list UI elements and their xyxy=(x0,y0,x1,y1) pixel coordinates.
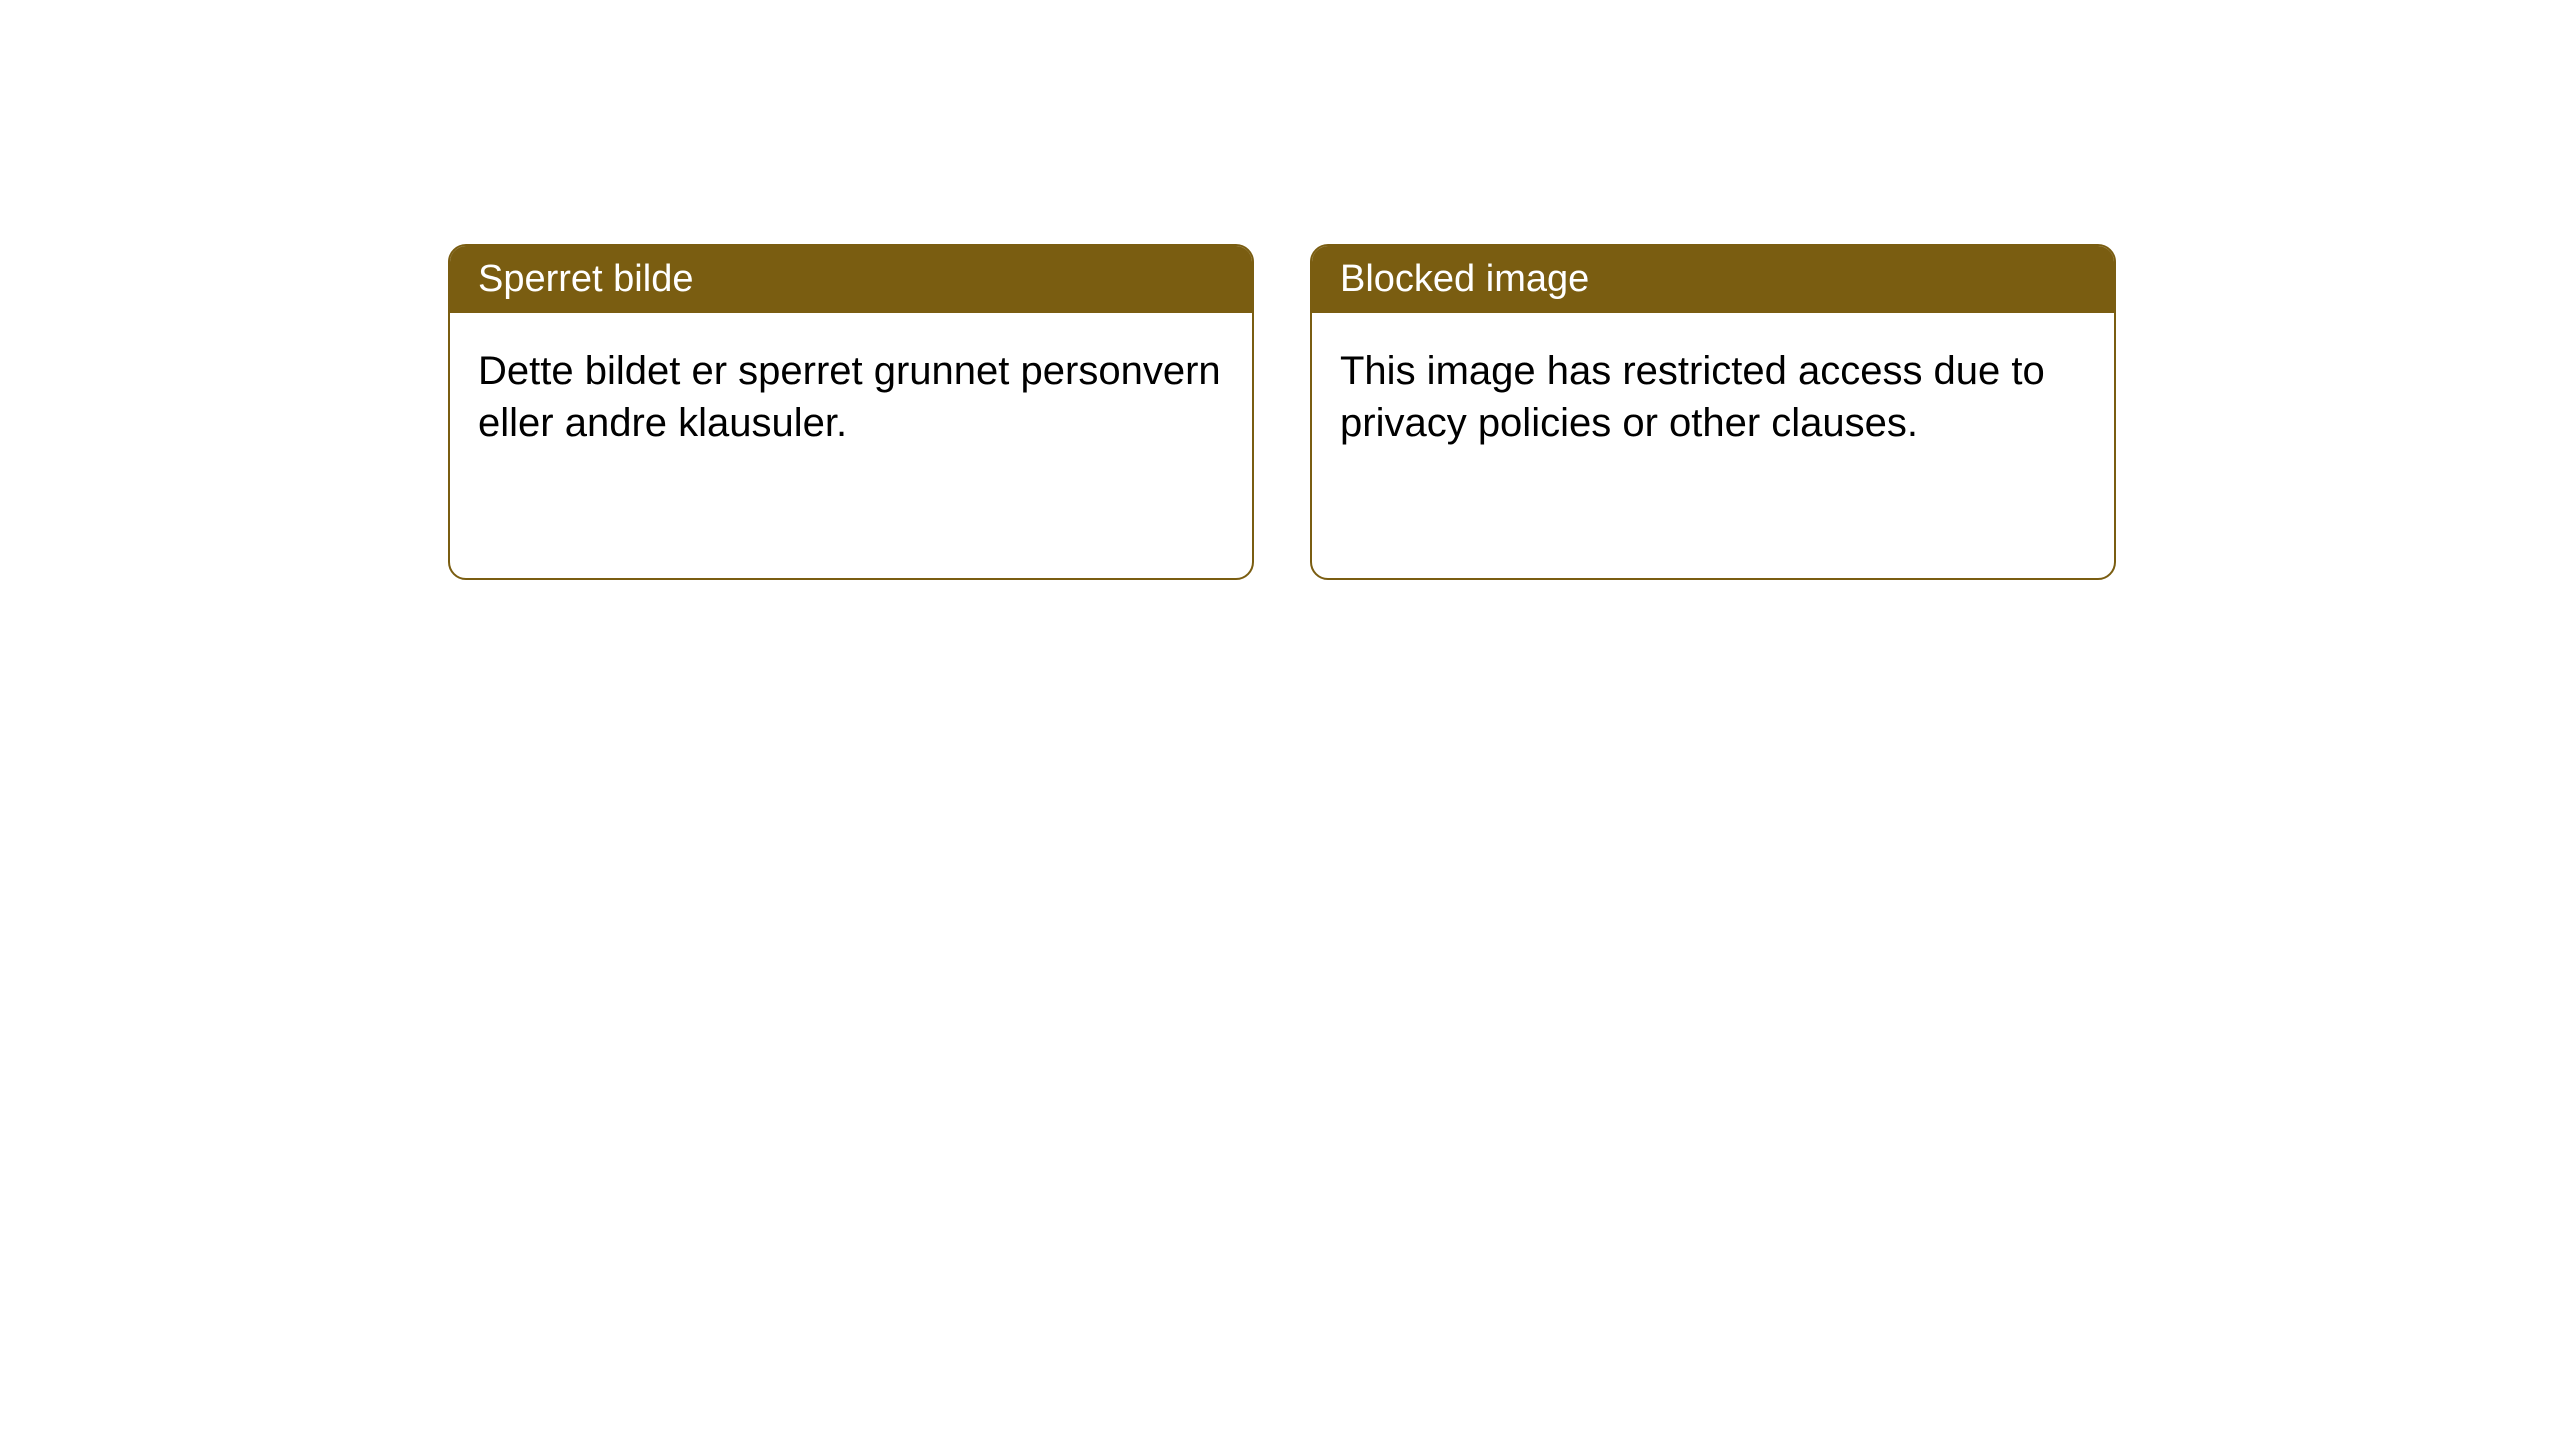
notice-body: This image has restricted access due to … xyxy=(1312,313,2114,481)
notice-container: Sperret bilde Dette bildet er sperret gr… xyxy=(0,0,2560,580)
notice-body-text: Dette bildet er sperret grunnet personve… xyxy=(478,349,1221,445)
notice-header-text: Sperret bilde xyxy=(478,258,693,300)
notice-card-english: Blocked image This image has restricted … xyxy=(1310,244,2116,580)
notice-header-text: Blocked image xyxy=(1340,258,1589,300)
notice-header: Blocked image xyxy=(1312,246,2114,313)
notice-card-norwegian: Sperret bilde Dette bildet er sperret gr… xyxy=(448,244,1254,580)
notice-header: Sperret bilde xyxy=(450,246,1252,313)
notice-body: Dette bildet er sperret grunnet personve… xyxy=(450,313,1252,481)
notice-body-text: This image has restricted access due to … xyxy=(1340,349,2045,445)
